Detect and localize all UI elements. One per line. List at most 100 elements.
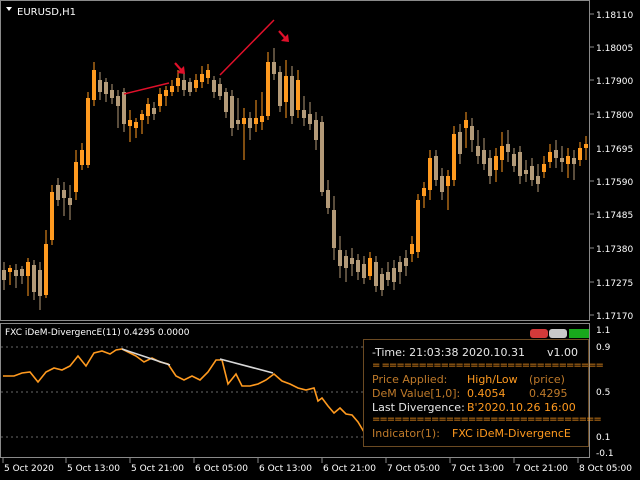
candlestick bbox=[104, 78, 108, 102]
candle-body bbox=[134, 122, 138, 128]
candle-body bbox=[152, 108, 156, 114]
candle-body bbox=[92, 70, 96, 100]
candle-body bbox=[338, 250, 342, 266]
main-divergence-lines bbox=[123, 19, 289, 95]
indicator-axis-label: 0.9 bbox=[596, 343, 611, 353]
candlestick bbox=[2, 262, 6, 290]
candle-body bbox=[254, 118, 258, 124]
candlestick bbox=[266, 52, 270, 120]
candle-body bbox=[128, 120, 132, 126]
info-version: v1.00 bbox=[547, 346, 579, 359]
candle-body bbox=[8, 268, 12, 272]
candle-body bbox=[194, 80, 198, 88]
candle-body bbox=[386, 272, 390, 280]
candlestick bbox=[236, 98, 240, 130]
candlestick bbox=[164, 86, 168, 106]
candle-body bbox=[272, 62, 276, 74]
time-label: 7 Oct 05:00 bbox=[387, 464, 440, 474]
candle-body bbox=[50, 192, 54, 240]
candlestick bbox=[500, 132, 504, 172]
candlestick bbox=[458, 124, 462, 164]
candlestick bbox=[506, 130, 510, 162]
green-toggle-button[interactable] bbox=[569, 329, 589, 338]
candlestick bbox=[116, 90, 120, 128]
indicator-toolbar[interactable] bbox=[530, 329, 589, 338]
candlestick bbox=[332, 196, 336, 260]
candlestick bbox=[110, 84, 114, 104]
candlestick bbox=[386, 262, 390, 286]
time-axis[interactable]: 5 Oct 2020 5 Oct 13:00 5 Oct 21:00 6 Oct… bbox=[2, 458, 632, 474]
candlestick bbox=[488, 150, 492, 184]
time-label: 7 Oct 13:00 bbox=[451, 464, 504, 474]
candle-body bbox=[476, 146, 480, 156]
candlestick bbox=[206, 64, 210, 84]
candlestick bbox=[152, 102, 156, 120]
price-label: 1.18110 bbox=[596, 11, 633, 21]
candlestick bbox=[248, 112, 252, 140]
candlestick bbox=[434, 150, 438, 186]
candlestick bbox=[98, 72, 102, 100]
candle-body bbox=[44, 244, 48, 295]
candle-body bbox=[428, 158, 432, 190]
candlestick bbox=[464, 112, 468, 148]
candle-body bbox=[488, 158, 492, 176]
candlestick bbox=[512, 148, 516, 172]
red-toggle-button[interactable] bbox=[530, 329, 548, 338]
candle-body bbox=[434, 156, 438, 180]
candle-body bbox=[374, 262, 378, 286]
candlestick bbox=[260, 92, 264, 130]
candlestick bbox=[398, 256, 402, 284]
candlestick bbox=[578, 142, 582, 166]
candle-body bbox=[326, 190, 330, 208]
candle-body bbox=[542, 164, 546, 172]
candle-body bbox=[320, 122, 324, 192]
candlestick bbox=[284, 60, 288, 118]
price-label: 1.17900 bbox=[596, 77, 633, 87]
candle-body bbox=[422, 188, 426, 196]
candle-body bbox=[506, 144, 510, 152]
candlestick bbox=[344, 250, 348, 282]
candlestick bbox=[536, 164, 540, 192]
candle-body bbox=[98, 80, 102, 92]
candlestick bbox=[20, 266, 24, 284]
candle-body bbox=[530, 166, 534, 180]
candle-body bbox=[32, 265, 36, 292]
candlestick bbox=[584, 136, 588, 160]
candle-body bbox=[518, 152, 522, 176]
candle-body bbox=[410, 244, 414, 254]
candle-body bbox=[62, 190, 66, 198]
candlestick bbox=[338, 236, 342, 278]
price-applied-note: (price) bbox=[529, 373, 565, 386]
candlestick bbox=[242, 108, 246, 160]
candlestick bbox=[14, 264, 18, 288]
candlestick bbox=[158, 88, 162, 112]
candle-body bbox=[218, 84, 222, 96]
sell-arrow-icon bbox=[278, 30, 289, 42]
candlestick bbox=[134, 118, 138, 138]
candlestick bbox=[422, 182, 426, 208]
candle-body bbox=[146, 104, 150, 116]
candle-body bbox=[86, 98, 90, 165]
indicator-divergence-line-2 bbox=[219, 358, 274, 374]
candle-body bbox=[284, 76, 288, 102]
candlestick bbox=[530, 158, 534, 186]
candlestick bbox=[38, 262, 42, 310]
dropdown-triangle-icon[interactable] bbox=[6, 7, 12, 11]
price-applied-label: Price Applied: bbox=[372, 373, 448, 386]
price-axis[interactable]: 1.18110 1.18005 1.17900 1.17800 1.17695 … bbox=[590, 11, 640, 322]
indicator-axis-label: 1.1 bbox=[596, 326, 610, 336]
dem-indicator-line bbox=[3, 348, 365, 433]
candle-body bbox=[2, 270, 6, 280]
candlestick bbox=[50, 185, 54, 245]
gray-toggle-button[interactable] bbox=[549, 329, 567, 338]
info-time-row: -Time: 21:03:38 2020.10.31 bbox=[372, 346, 525, 359]
dem-value-0: 0.4295 bbox=[529, 387, 568, 400]
candlestick bbox=[554, 140, 558, 168]
candlestick bbox=[68, 185, 72, 220]
candle-body bbox=[164, 90, 168, 96]
candle-body bbox=[572, 158, 576, 164]
price-label: 1.17170 bbox=[596, 312, 633, 322]
candle-body bbox=[458, 132, 462, 154]
current-price-marker bbox=[590, 142, 640, 155]
